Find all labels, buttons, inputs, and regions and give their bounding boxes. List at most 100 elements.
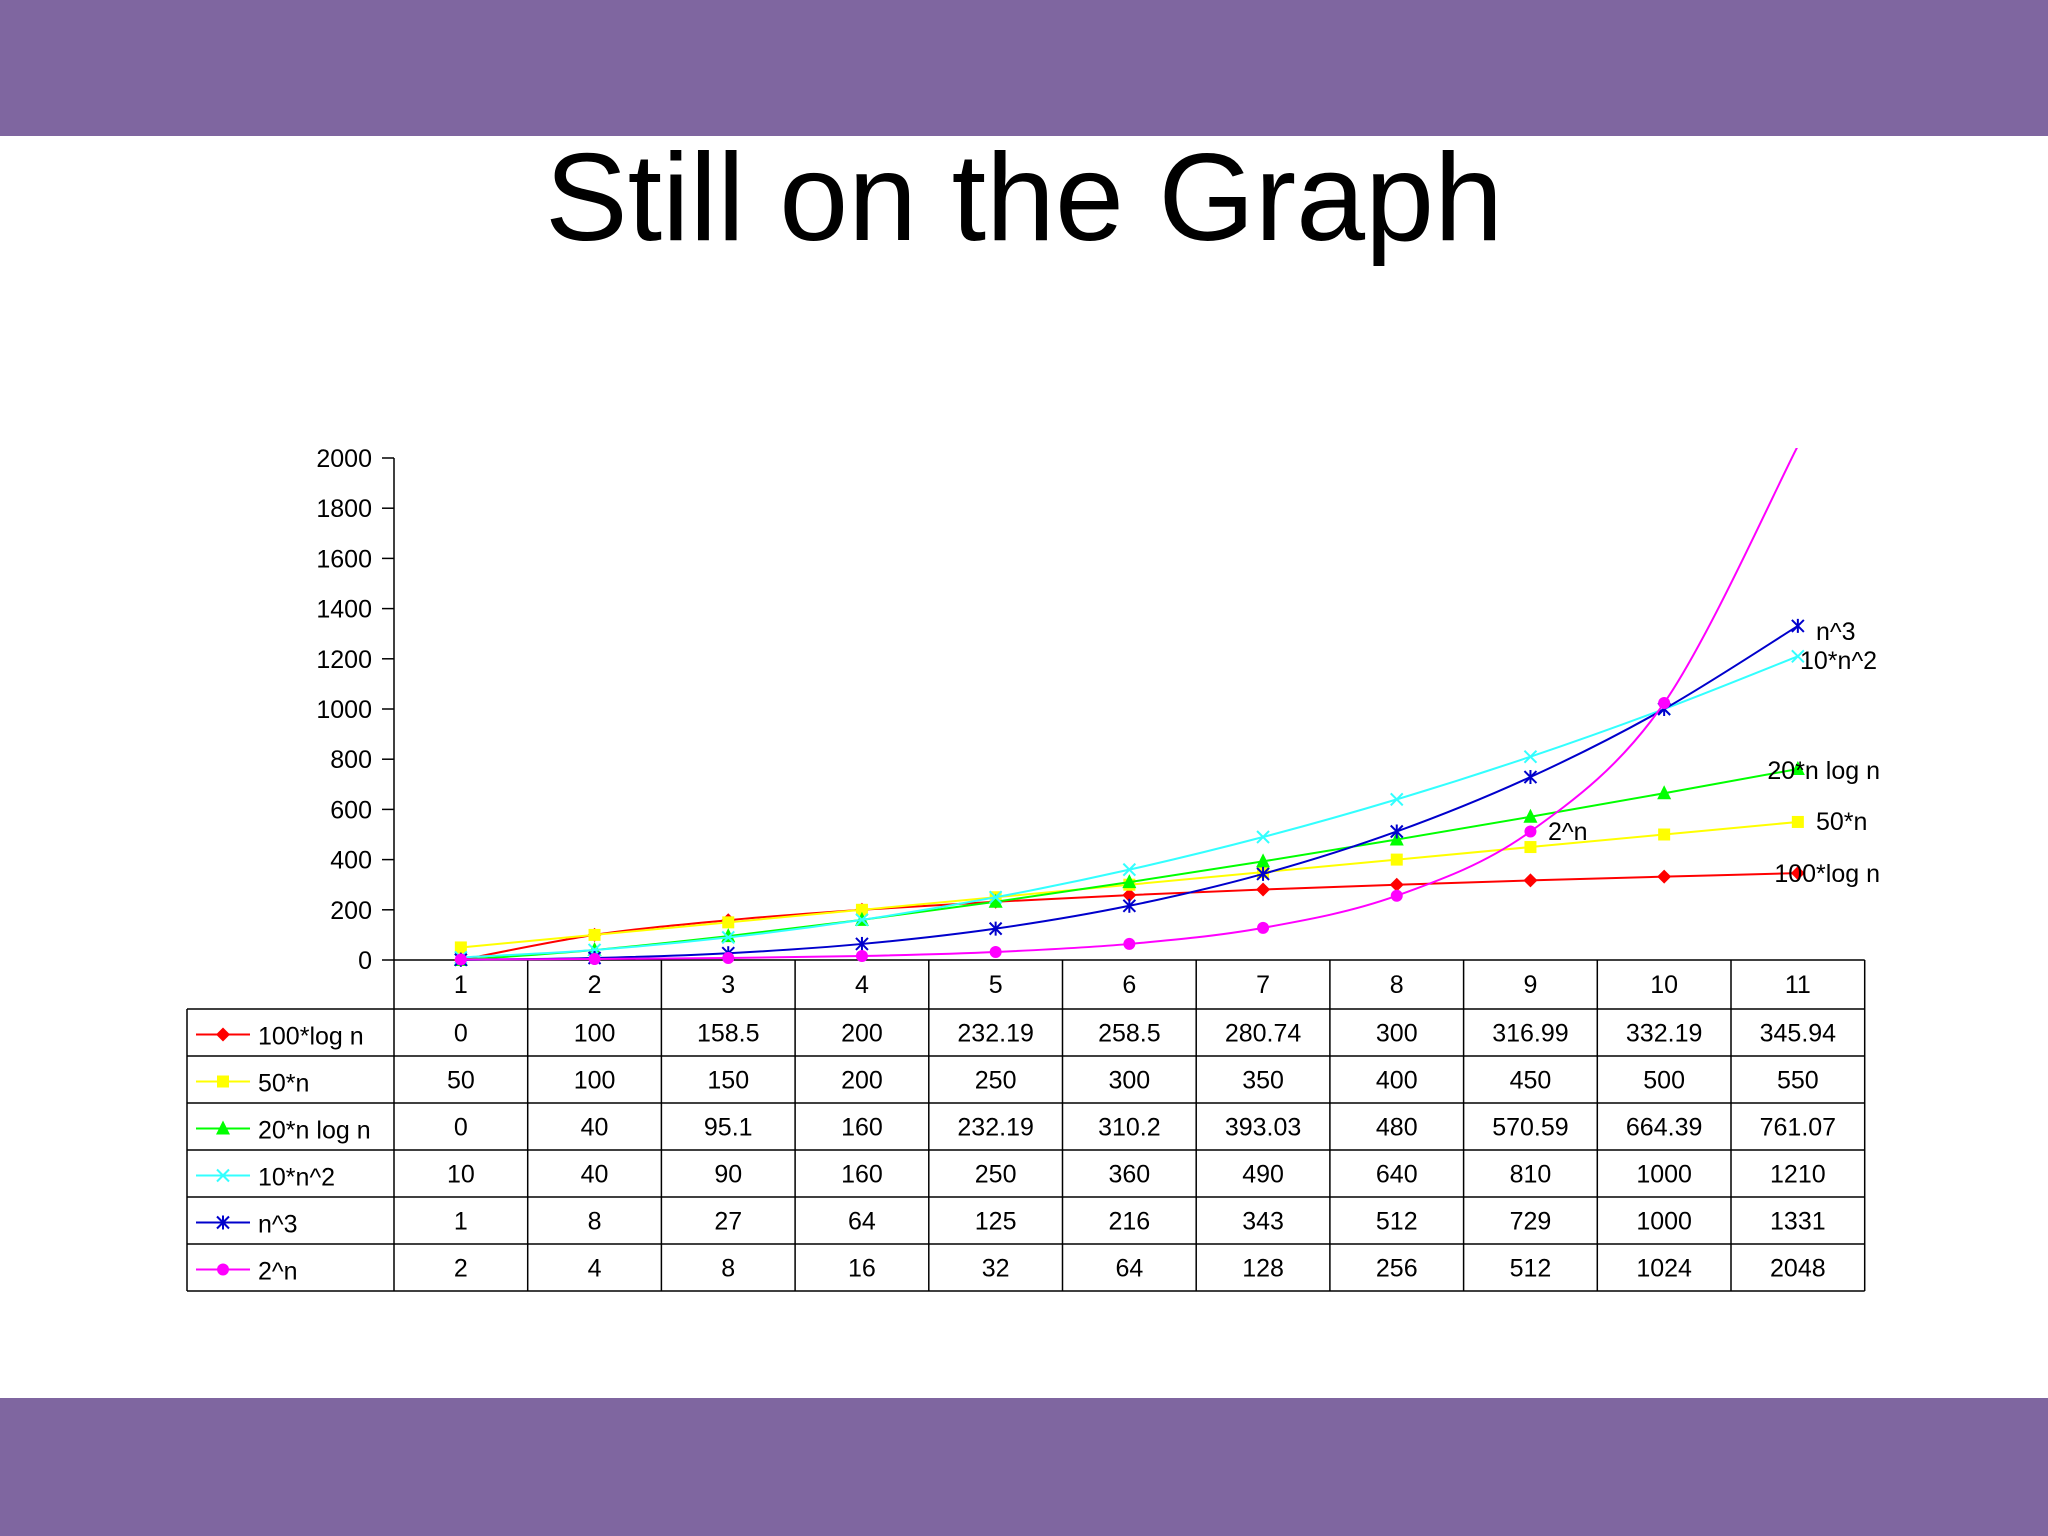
x-tick-label: 2	[588, 971, 602, 999]
data-point-20-n-log-n	[1256, 853, 1271, 868]
table-cell: 1331	[1770, 1208, 1826, 1236]
x-tick-label: 5	[989, 971, 1003, 999]
table-cell: 1	[454, 1208, 468, 1236]
data-point-n-3	[1523, 770, 1538, 785]
x-tick-label: 7	[1256, 971, 1270, 999]
table-cell: 550	[1777, 1067, 1819, 1095]
table-cell: 490	[1242, 1161, 1284, 1189]
series-line-2-n	[460, 448, 1798, 961]
legend-label-100-log-n: 100*log n	[258, 1023, 364, 1051]
table-cell: 280.74	[1225, 1020, 1302, 1048]
y-tick-label: 1400	[316, 596, 372, 624]
table-cell: 16	[848, 1255, 876, 1283]
data-point-n-3	[988, 921, 1003, 936]
data-point-20-n-log-n	[1790, 760, 1805, 775]
y-tick-label: 600	[330, 796, 372, 824]
legend-marker-n-3	[216, 1215, 230, 1230]
table-cell: 2	[454, 1255, 468, 1283]
data-point-50-n	[588, 928, 601, 941]
bottom-band	[0, 1398, 2048, 1536]
table-cell: 4	[588, 1255, 602, 1283]
table-cell: 400	[1376, 1067, 1418, 1095]
legend-label-20-n-log-n: 20*n log n	[258, 1117, 371, 1145]
table-cell: 95.1	[704, 1114, 753, 1142]
legend-marker-100-log-n	[216, 1027, 230, 1042]
data-point-2-n	[855, 949, 868, 962]
y-tick-label: 400	[330, 847, 372, 875]
data-point-n-3	[1122, 898, 1137, 913]
x-tick-label: 4	[855, 971, 869, 999]
y-tick-label: 800	[330, 746, 372, 774]
table-cell: 300	[1376, 1020, 1418, 1048]
table-cell: 310.2	[1098, 1114, 1161, 1142]
y-tick-label: 2000	[316, 445, 372, 473]
y-tick-label: 1200	[316, 646, 372, 674]
table-cell: 160	[841, 1161, 883, 1189]
data-point-2-n	[1524, 825, 1537, 838]
curve-label: 50*n	[1816, 808, 1867, 836]
data-point-10-n-2	[1791, 649, 1805, 663]
data-point-100-log-n	[1389, 877, 1404, 892]
table-cell: 360	[1108, 1161, 1150, 1189]
table-cell: 200	[841, 1067, 883, 1095]
x-tick-label: 8	[1390, 971, 1404, 999]
table-cell: 90	[714, 1161, 742, 1189]
series-line-20-n-log-n	[460, 767, 1799, 961]
data-point-2-n	[1390, 889, 1403, 902]
table-cell: 350	[1242, 1067, 1284, 1095]
x-tick-label: 11	[1785, 971, 1811, 999]
table-cell: 761.07	[1760, 1114, 1836, 1142]
data-point-10-n-2	[1390, 792, 1404, 807]
table-cell: 32	[982, 1255, 1010, 1283]
top-band	[0, 0, 2048, 136]
table-cell: 158.5	[697, 1020, 760, 1048]
data-point-2-n	[722, 951, 735, 964]
table-cell: 250	[975, 1161, 1017, 1189]
data-point-10-n-2	[721, 930, 735, 945]
table-cell: 125	[975, 1208, 1017, 1236]
y-tick-label: 200	[330, 897, 372, 925]
table-cell: 810	[1510, 1161, 1552, 1189]
data-point-100-log-n	[1122, 888, 1137, 903]
data-point-20-n-log-n	[1122, 874, 1137, 889]
table-cell: 0	[454, 1114, 468, 1142]
data-point-50-n	[454, 941, 467, 954]
x-tick-label: 9	[1523, 971, 1537, 999]
data-point-100-log-n	[1523, 873, 1538, 888]
table-cell: 480	[1376, 1114, 1418, 1142]
table-cell: 128	[1242, 1255, 1284, 1283]
table-cell: 664.39	[1626, 1114, 1702, 1142]
data-point-2-n	[1123, 937, 1136, 950]
data-point-10-n-2	[1256, 830, 1270, 844]
table-cell: 10	[447, 1161, 475, 1189]
table-cell: 343	[1242, 1208, 1284, 1236]
data-point-2-n	[588, 952, 601, 965]
data-point-100-log-n	[1657, 869, 1672, 884]
table-cell: 50	[447, 1067, 475, 1095]
data-point-100-log-n	[1790, 866, 1805, 881]
table-cell: 8	[588, 1208, 602, 1236]
legend-label-10-n-2: 10*n^2	[258, 1164, 335, 1192]
data-point-2-n	[1257, 921, 1270, 934]
table-cell: 316.99	[1492, 1020, 1568, 1048]
table-cell: 640	[1376, 1161, 1418, 1189]
x-tick-label: 1	[454, 971, 468, 999]
plot-area	[453, 448, 1805, 967]
data-point-n-3	[1390, 824, 1404, 839]
curve-label: 2^n	[1548, 818, 1588, 846]
table-cell: 512	[1376, 1208, 1418, 1236]
table-cell: 250	[975, 1067, 1017, 1095]
y-tick-label: 1600	[316, 545, 372, 573]
data-point-20-n-log-n	[1523, 808, 1538, 823]
y-tick-label: 0	[358, 947, 372, 975]
table-cell: 2048	[1770, 1255, 1826, 1283]
data-point-n-3	[1256, 866, 1270, 881]
x-tick-label: 6	[1122, 971, 1136, 999]
table-cell: 40	[581, 1161, 609, 1189]
data-point-10-n-2	[855, 913, 869, 927]
legend-label-2-n: 2^n	[258, 1258, 298, 1286]
table-cell: 200	[841, 1020, 883, 1048]
table-cell: 100	[574, 1067, 616, 1095]
table-cell: 64	[848, 1208, 876, 1236]
table-cell: 8	[721, 1255, 735, 1283]
